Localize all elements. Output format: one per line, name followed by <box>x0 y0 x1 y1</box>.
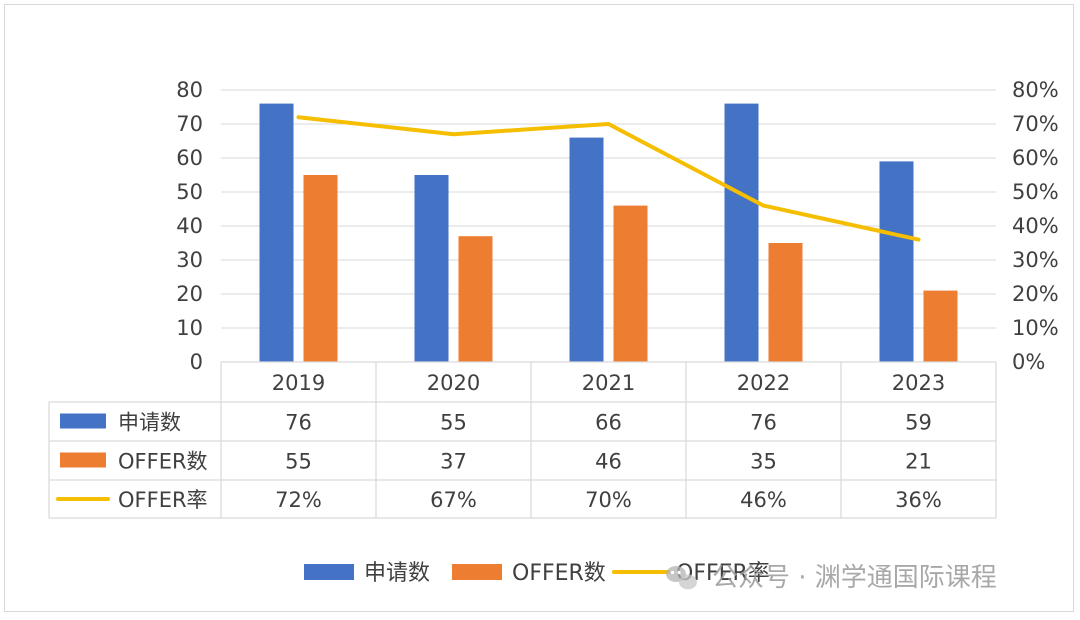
table-cell: 70% <box>585 488 632 512</box>
table-cell: 76 <box>285 411 312 435</box>
gridlines <box>221 89 996 329</box>
y-tick-left: 60 <box>176 146 203 170</box>
table-cell: 36% <box>895 488 942 512</box>
watermark: 公众号 · 渊学通国际课程 <box>666 563 997 593</box>
table-cell: 21 <box>905 450 932 474</box>
table-cell: 59 <box>905 411 932 435</box>
y-tick-right: 70% <box>1012 112 1059 136</box>
legend-label: OFFER数 <box>512 561 606 586</box>
bar-offers <box>303 175 338 362</box>
y-tick-right: 60% <box>1012 146 1059 170</box>
data-table: 2019 2020 2021 2022 2023 申请数 76 55 66 76 59 OFFER数 5… <box>48 361 997 519</box>
watermark-text: 公众号 · 渊学通国际课程 <box>712 563 997 593</box>
row-header: OFFER率 <box>118 488 208 512</box>
y-tick-left: 50 <box>176 180 203 204</box>
table-cell: 46 <box>595 450 622 474</box>
row-legend-swatch <box>60 452 106 468</box>
bar-applications <box>879 161 914 362</box>
legend-swatch <box>304 564 354 580</box>
line-point <box>762 204 765 208</box>
table-cell: 55 <box>440 411 467 435</box>
category-label: 2021 <box>582 371 635 395</box>
y-tick-left: 20 <box>176 282 203 306</box>
bar-applications <box>724 103 759 362</box>
category-label: 2020 <box>427 371 480 395</box>
bar-offers <box>458 236 493 362</box>
right-axis: 0% 10% 20% 30% 40% 50% 60% 70% 80% <box>1012 78 1059 374</box>
offer-rate-line <box>296 115 921 242</box>
y-tick-left: 10 <box>176 316 203 340</box>
table-cell: 66 <box>595 411 622 435</box>
bar-applications <box>569 137 604 362</box>
y-tick-right: 50% <box>1012 180 1059 204</box>
y-tick-left: 80 <box>176 78 203 102</box>
y-tick-left: 70 <box>176 112 203 136</box>
y-tick-left: 40 <box>176 214 203 238</box>
row-header: 申请数 <box>118 411 181 435</box>
row-legend-swatch <box>60 413 106 429</box>
line-offer-rate <box>296 115 921 242</box>
table-cell: 55 <box>285 450 312 474</box>
line-point <box>297 115 300 119</box>
line-point <box>452 132 455 136</box>
chart-frame <box>4 4 1074 612</box>
y-tick-right: 10% <box>1012 316 1059 340</box>
bar-applications <box>414 175 449 362</box>
left-axis: 0 10 20 30 40 50 60 70 80 <box>176 78 203 374</box>
line-point <box>607 122 610 126</box>
line-point <box>917 238 920 242</box>
bar-offers <box>613 205 648 362</box>
bar-applications <box>259 103 294 362</box>
legend: 申请数 OFFER数 OFFER率 <box>304 561 770 586</box>
category-label: 2019 <box>272 371 325 395</box>
table-cell: 35 <box>750 450 777 474</box>
table-cell: 67% <box>430 488 477 512</box>
bar-offers <box>923 290 958 362</box>
table-cell: 37 <box>440 450 467 474</box>
legend-swatch <box>452 564 502 580</box>
y-tick-right: 0% <box>1012 350 1045 374</box>
table-cell: 46% <box>740 488 787 512</box>
bars <box>259 103 958 362</box>
row-header: OFFER数 <box>118 450 208 474</box>
y-tick-left: 30 <box>176 248 203 272</box>
y-tick-left: 0 <box>190 350 203 374</box>
category-label: 2023 <box>892 371 945 395</box>
table-cell: 76 <box>750 411 777 435</box>
bar-offers <box>768 243 803 362</box>
y-tick-right: 20% <box>1012 282 1059 306</box>
table-cell: 72% <box>275 488 322 512</box>
y-tick-right: 40% <box>1012 214 1059 238</box>
y-tick-right: 80% <box>1012 78 1059 102</box>
y-tick-right: 30% <box>1012 248 1059 272</box>
legend-label: 申请数 <box>364 561 430 586</box>
wechat-icon <box>666 566 697 590</box>
category-label: 2022 <box>737 371 790 395</box>
